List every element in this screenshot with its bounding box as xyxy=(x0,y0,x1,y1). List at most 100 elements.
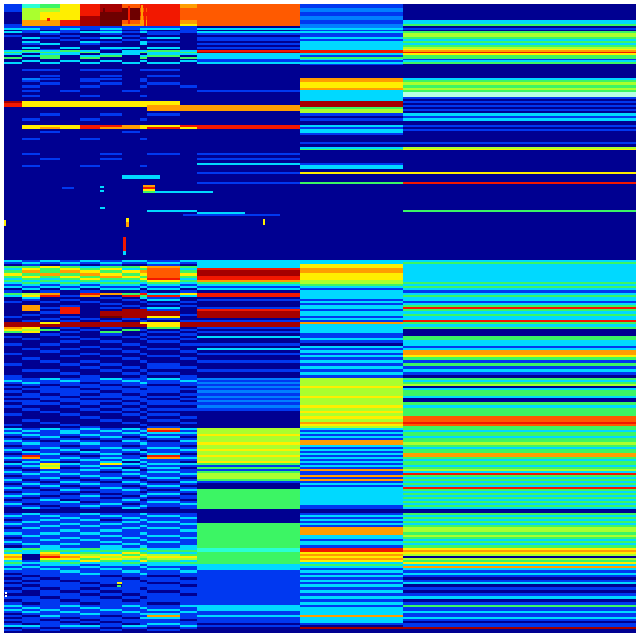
heatmap-cell xyxy=(22,26,40,28)
heatmap-row xyxy=(4,455,636,457)
heatmap-cell xyxy=(403,619,636,621)
heatmap-cell xyxy=(140,611,147,613)
heatmap-cell xyxy=(300,20,403,24)
heatmap-cell xyxy=(180,445,197,447)
heatmap-cell xyxy=(403,16,636,20)
heatmap-cell xyxy=(180,523,197,525)
heatmap-cell xyxy=(122,369,140,372)
heatmap-cell xyxy=(80,169,100,172)
heatmap-cell xyxy=(147,158,180,160)
heatmap-cell xyxy=(4,481,22,483)
heatmap-cell xyxy=(140,71,147,75)
heatmap-row xyxy=(4,338,636,340)
heatmap-cell xyxy=(122,186,140,189)
heatmap-cell xyxy=(147,55,180,57)
heatmap-cell xyxy=(403,305,636,307)
heatmap-cell xyxy=(80,350,100,353)
heatmap-cell xyxy=(80,20,100,24)
heatmap-cell xyxy=(403,416,636,419)
heatmap-cell xyxy=(140,541,147,543)
heatmap-cell xyxy=(22,85,40,88)
heatmap-cell xyxy=(197,217,300,221)
heatmap-row xyxy=(4,273,636,276)
heatmap-cell xyxy=(197,92,300,95)
heatmap-cell xyxy=(300,316,403,318)
heatmap-cell xyxy=(22,537,40,539)
heatmap-cell xyxy=(147,483,180,485)
heatmap-cell xyxy=(100,469,122,471)
heatmap-cell xyxy=(300,121,403,123)
heatmap-cell xyxy=(147,445,180,447)
heatmap-cell xyxy=(180,305,197,307)
heatmap-cell xyxy=(122,602,140,605)
heatmap-cell xyxy=(403,372,636,375)
heatmap-cell xyxy=(60,556,80,558)
heatmap-cell xyxy=(100,348,122,350)
heatmap-cell xyxy=(100,451,122,453)
heatmap-cell xyxy=(100,605,122,607)
heatmap-cell xyxy=(100,353,122,355)
heatmap-cell xyxy=(403,191,636,193)
heatmap-cell xyxy=(80,238,100,243)
heatmap-cell xyxy=(60,573,80,575)
heatmap-cell xyxy=(197,541,300,543)
heatmap-row xyxy=(4,253,636,257)
heatmap-cell xyxy=(180,457,197,459)
heatmap-cell xyxy=(403,432,636,434)
heatmap-cell xyxy=(22,92,40,95)
heatmap-cell xyxy=(300,607,403,609)
heatmap-cell xyxy=(197,65,300,69)
heatmap-cell xyxy=(147,369,180,372)
heatmap-cell xyxy=(403,307,636,309)
heatmap-cell xyxy=(40,449,60,451)
heatmap-cell xyxy=(100,37,122,39)
heatmap-cell xyxy=(197,60,300,62)
heatmap-cell xyxy=(40,523,60,525)
heatmap-cell xyxy=(122,593,140,596)
heatmap-row xyxy=(4,204,636,207)
heatmap-cell xyxy=(300,519,403,521)
heatmap-cell xyxy=(4,625,22,627)
heatmap-cell xyxy=(40,503,60,505)
heatmap-cell xyxy=(122,35,140,37)
heatmap-cell xyxy=(122,327,140,329)
heatmap-cell xyxy=(147,149,180,150)
heatmap-cell xyxy=(100,497,122,499)
heatmap-row xyxy=(4,37,636,39)
heatmap-cell xyxy=(403,193,636,195)
heatmap-cell xyxy=(147,189,180,191)
heatmap-cell xyxy=(140,179,147,182)
heatmap-cell xyxy=(300,453,403,455)
heatmap-cell xyxy=(140,268,147,270)
heatmap-cell xyxy=(300,331,403,333)
heatmap-cell xyxy=(300,39,403,41)
heatmap-cell xyxy=(197,77,300,78)
heatmap-cell xyxy=(4,62,22,64)
heatmap-cell xyxy=(403,386,636,388)
heatmap-cell xyxy=(122,426,140,428)
heatmap-cell xyxy=(80,475,100,477)
heatmap-cell xyxy=(147,465,180,467)
heatmap-cell xyxy=(122,348,140,350)
heatmap-row xyxy=(4,95,636,97)
heatmap-cell xyxy=(122,607,140,609)
heatmap-cell xyxy=(403,214,636,217)
heatmap-cell xyxy=(80,45,100,47)
heatmap-cell xyxy=(403,158,636,160)
heatmap-cell xyxy=(140,357,147,360)
heatmap-cell xyxy=(4,613,22,615)
heatmap-cell xyxy=(100,155,122,158)
heatmap-cell xyxy=(122,566,140,568)
heatmap-cell xyxy=(403,471,636,473)
heatmap-cell xyxy=(40,535,60,537)
heatmap-cell xyxy=(197,556,300,558)
heatmap-cell xyxy=(300,599,403,602)
heatmap-cell xyxy=(22,172,40,174)
heatmap-cell xyxy=(60,539,80,541)
heatmap-row xyxy=(4,39,636,41)
heatmap-cell xyxy=(22,607,40,609)
heatmap-cell xyxy=(300,469,403,471)
heatmap-cell xyxy=(122,138,140,140)
heatmap-cell xyxy=(197,507,300,509)
heatmap-cell xyxy=(60,90,80,92)
